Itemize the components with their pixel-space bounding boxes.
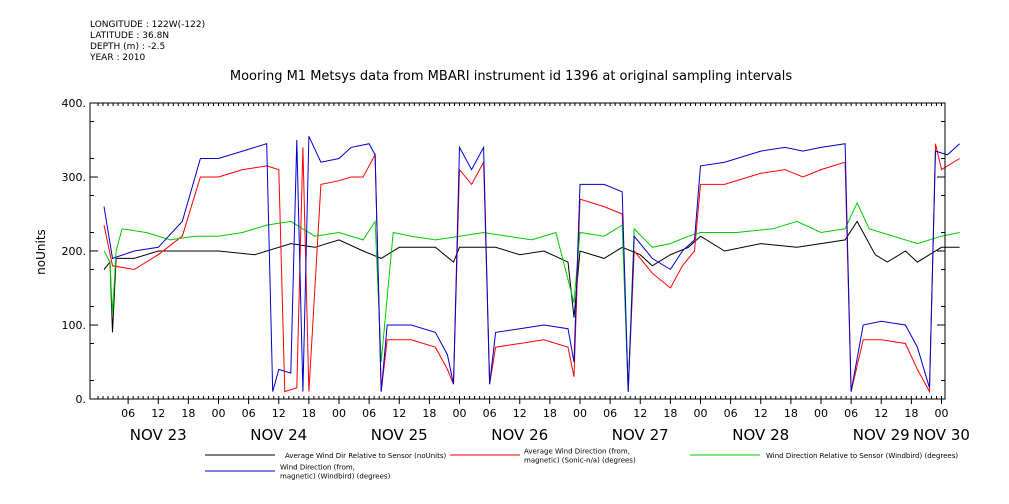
x-tick-label: 18 (422, 407, 436, 420)
x-tick-label: 18 (543, 407, 557, 420)
x-tick-label: 12 (513, 407, 527, 420)
x-tick-label: 00 (573, 407, 587, 420)
x-tick-label: 18 (784, 407, 798, 420)
latitude-label: LATITUDE : 36.8N (90, 31, 170, 41)
legend-label: magnetic) (Sonic-n/a) (degrees) (524, 457, 636, 465)
x-tick-label: 06 (724, 407, 738, 420)
x-day-label: NOV 26 (491, 426, 548, 444)
x-tick-label: 00 (212, 407, 226, 420)
x-tick-label: 00 (332, 407, 346, 420)
plot-area (103, 136, 960, 394)
y-tick-label: 100. (62, 319, 87, 332)
x-tick-label: 12 (151, 407, 165, 420)
x-tick-label: 12 (874, 407, 888, 420)
x-tick-label: 12 (272, 407, 286, 420)
x-day-label: NOV 30 (913, 426, 970, 444)
y-tick-label: 200. (62, 245, 87, 258)
x-tick-label: 06 (483, 407, 497, 420)
x-day-label: NOV 28 (732, 426, 789, 444)
x-tick-label: 00 (935, 407, 949, 420)
series-line-3 (103, 201, 960, 392)
x-day-label: NOV 24 (250, 426, 307, 444)
x-tick-label: 06 (603, 407, 617, 420)
series-line-1 (103, 220, 960, 333)
legend-label: Average Wind Dir Relative to Sensor (noU… (285, 452, 446, 460)
legend-label: magnetic) (Windbird) (degrees) (280, 473, 391, 481)
x-tick-label: 18 (302, 407, 316, 420)
x-tick-label: 12 (633, 407, 647, 420)
x-tick-label: 06 (362, 407, 376, 420)
series-line-4 (103, 136, 960, 392)
y-axis-label: noUnits (34, 229, 48, 275)
x-tick-label: 18 (904, 407, 918, 420)
x-tick-label: 12 (392, 407, 406, 420)
series-line-2 (103, 143, 960, 394)
x-tick-label: 18 (663, 407, 677, 420)
y-tick-label: 0. (76, 393, 87, 406)
x-day-label: NOV 23 (130, 426, 187, 444)
axes: 0. 100. 200. 300. 400. 06 12 18 00 06 12 18 00 06 12 18… (62, 97, 970, 444)
metadata-block: LONGITUDE : 122W(-122) LATITUDE : 36.8N … (90, 20, 205, 64)
legend-label: Average Wind Direction (from, (524, 448, 630, 456)
depth-label: DEPTH (m) : -2.5 (90, 42, 166, 52)
y-tick-label: 300. (62, 171, 87, 184)
longitude-label: LONGITUDE : 122W(-122) (90, 20, 206, 30)
legend-label: Wind Direction (from, (280, 464, 355, 472)
legend-label: Wind Direction Relative to Sensor (Windb… (766, 452, 958, 460)
x-tick-label: 00 (453, 407, 467, 420)
x-tick-label: 06 (844, 407, 858, 420)
legend: Average Wind Dir Relative to Sensor (noU… (205, 448, 958, 481)
x-day-label: NOV 27 (612, 426, 669, 444)
x-tick-label: 18 (181, 407, 195, 420)
chart-title: Mooring M1 Metsys data from MBARI instru… (230, 69, 792, 84)
x-tick-label: 00 (814, 407, 828, 420)
y-tick-label: 400. (62, 97, 87, 110)
x-day-label: NOV 25 (371, 426, 428, 444)
x-tick-label: 06 (242, 407, 256, 420)
x-day-label: NOV 29 (853, 426, 910, 444)
x-tick-label: 00 (694, 407, 708, 420)
year-label: YEAR : 2010 (90, 53, 146, 63)
x-tick-label: 12 (754, 407, 768, 420)
x-tick-label: 06 (121, 407, 135, 420)
